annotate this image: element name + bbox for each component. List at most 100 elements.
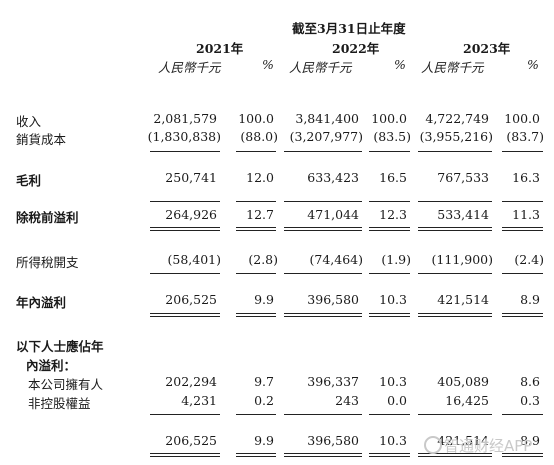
cell-gp-2023-amount: 767,533 xyxy=(437,170,489,185)
cell-pbt-2023-pct: 11.3 xyxy=(512,207,540,222)
cell-pfy-2023-pct: 8.9 xyxy=(520,292,540,307)
cell-pfy-2022-amount: 396,580 xyxy=(307,292,359,307)
rule-total-dbl1-2021-amount xyxy=(150,453,220,454)
rule-pbt-dbl1-2022-pct xyxy=(369,227,410,228)
rule-cost-2021-amount xyxy=(150,151,220,152)
rule-total-dbl2-2022-pct xyxy=(369,456,410,457)
rule-nci-2021-pct xyxy=(236,414,276,415)
cell-nci-2023-pct: 0.3 xyxy=(520,393,540,408)
cell-pfy-2021-amount: 206,525 xyxy=(165,292,217,307)
cell-cost-2022-amount: (3,207,977) xyxy=(289,129,363,144)
rule-pbt-dbl1-2021-pct xyxy=(236,227,276,228)
unit-pct-2022: % xyxy=(394,57,406,72)
rule-pfy-dbl1-2022-pct xyxy=(369,313,410,314)
rule-pbt-top-2023-pct xyxy=(502,201,543,202)
rule-tax-2022-pct xyxy=(369,273,410,274)
cell-nci-2022-pct: 0.0 xyxy=(387,393,407,408)
cell-total-2023-amount: 421,514 xyxy=(437,433,489,448)
rule-cost-2021-pct xyxy=(236,151,276,152)
rule-pbt-dbl1-2022-amount xyxy=(284,227,362,228)
cell-tax-2023-amount: (111,900) xyxy=(431,252,493,267)
rule-tax-2021-amount xyxy=(150,273,220,274)
cell-tax-2021-pct: (2.8) xyxy=(248,252,278,267)
cell-pbt-2022-amount: 471,044 xyxy=(307,207,359,222)
rule-pfy-dbl2-2022-pct xyxy=(369,316,410,317)
cell-revenue-2021-pct: 100.0 xyxy=(238,111,274,126)
cell-pbt-2021-pct: 12.7 xyxy=(246,207,274,222)
rule-pbt-top-2022-amount xyxy=(284,201,362,202)
cell-total-2022-amount: 396,580 xyxy=(307,433,359,448)
unit-pct-2021: % xyxy=(262,57,274,72)
cell-revenue-2023-pct: 100.0 xyxy=(504,111,540,126)
section-label-line1: 以下人士應佔年 xyxy=(16,339,104,354)
rule-pbt-top-2021-amount xyxy=(150,201,220,202)
cell-revenue-2022-pct: 100.0 xyxy=(371,111,407,126)
cell-gp-2023-pct: 16.3 xyxy=(512,170,540,185)
rule-total-dbl1-2023-amount xyxy=(418,453,492,454)
rule-pbt-dbl2-2022-pct xyxy=(369,230,410,231)
rule-pbt-dbl2-2023-pct xyxy=(502,230,543,231)
rule-pbt-dbl2-2021-pct xyxy=(236,230,276,231)
rule-nci-2021-amount xyxy=(150,414,220,415)
cell-total-2021-amount: 206,525 xyxy=(165,433,217,448)
unit-amount-2021: 人民幣千元 xyxy=(158,60,221,75)
cell-cost-2022-pct: (83.5) xyxy=(373,129,411,144)
rule-pfy-dbl2-2023-pct xyxy=(502,316,543,317)
row-label-cost-of-sales: 銷貨成本 xyxy=(16,132,67,147)
watermark: 智通财经APP xyxy=(424,435,532,456)
cell-gp-2021-pct: 12.0 xyxy=(246,170,274,185)
cell-pfy-2022-pct: 10.3 xyxy=(379,292,407,307)
year-header-2021: 2021年 xyxy=(196,41,244,56)
rule-pfy-dbl1-2022-amount xyxy=(284,313,362,314)
cell-revenue-2022-amount: 3,841,400 xyxy=(295,111,359,126)
row-label-nci: 非控股權益 xyxy=(28,396,91,411)
rule-cost-2022-pct xyxy=(369,151,410,152)
unit-amount-2023: 人民幣千元 xyxy=(421,60,484,75)
row-label-profit-before-tax: 除稅前溢利 xyxy=(16,210,79,225)
row-label-owners: 本公司擁有人 xyxy=(28,377,104,392)
rule-total-dbl1-2022-amount xyxy=(284,453,362,454)
rule-pbt-dbl2-2022-amount xyxy=(284,230,362,231)
rule-pfy-dbl1-2023-amount xyxy=(418,313,492,314)
rule-pbt-dbl2-2023-amount xyxy=(418,230,492,231)
watermark-logo-icon xyxy=(424,436,442,454)
year-header-2023: 2023年 xyxy=(463,41,511,56)
rule-total-dbl2-2022-amount xyxy=(284,456,362,457)
cell-revenue-2021-amount: 2,081,579 xyxy=(153,111,217,126)
cell-cost-2023-amount: (3,955,216) xyxy=(419,129,493,144)
rule-pbt-top-2021-pct xyxy=(236,201,276,202)
period-header: 截至3月31日止年度 xyxy=(292,21,406,36)
row-label-income-tax: 所得稅開支 xyxy=(16,255,79,270)
rule-cost-2023-amount xyxy=(418,151,492,152)
cell-pfy-2021-pct: 9.9 xyxy=(254,292,274,307)
rule-total-dbl2-2021-pct xyxy=(236,456,276,457)
cell-tax-2023-pct: (2.4) xyxy=(514,252,544,267)
rule-pfy-dbl2-2021-amount xyxy=(150,316,220,317)
cell-cost-2023-pct: (83.7) xyxy=(506,129,544,144)
rule-total-dbl2-2023-pct xyxy=(502,456,543,457)
row-label-revenue: 收入 xyxy=(16,114,42,129)
cell-owners-2021-amount: 202,294 xyxy=(165,374,217,389)
rule-total-dbl1-2021-pct xyxy=(236,453,276,454)
cell-owners-2022-amount: 396,337 xyxy=(307,374,359,389)
cell-owners-2023-pct: 8.6 xyxy=(520,374,540,389)
rule-cost-2023-pct xyxy=(502,151,543,152)
cell-owners-2021-pct: 9.7 xyxy=(254,374,274,389)
cell-nci-2021-pct: 0.2 xyxy=(254,393,274,408)
cell-tax-2022-pct: (1.9) xyxy=(381,252,411,267)
rule-tax-2021-pct xyxy=(236,273,276,274)
cell-total-2023-pct: 8.9 xyxy=(520,433,540,448)
cell-pbt-2023-amount: 533,414 xyxy=(437,207,489,222)
rule-cost-2022-amount xyxy=(284,151,362,152)
cell-pbt-2022-pct: 12.3 xyxy=(379,207,407,222)
cell-total-2022-pct: 10.3 xyxy=(379,433,407,448)
cell-nci-2021-amount: 4,231 xyxy=(181,393,217,408)
cell-tax-2022-amount: (74,464) xyxy=(309,252,364,267)
rule-pbt-dbl1-2023-amount xyxy=(418,227,492,228)
rule-nci-2022-pct xyxy=(369,414,410,415)
cell-gp-2022-pct: 16.5 xyxy=(379,170,407,185)
rule-pfy-dbl1-2021-amount xyxy=(150,313,220,314)
rule-total-dbl2-2021-amount xyxy=(150,456,220,457)
row-label-gross-profit: 毛利 xyxy=(16,173,42,188)
rule-tax-2023-amount xyxy=(418,273,492,274)
